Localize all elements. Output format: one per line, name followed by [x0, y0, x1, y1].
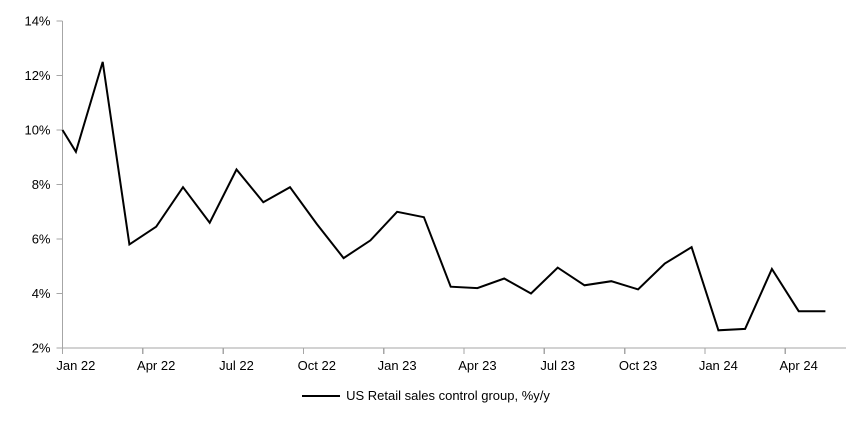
y-axis-tick-label: 12%	[24, 68, 50, 83]
x-axis-tick-label: Jan 23	[378, 358, 417, 373]
x-axis-tick-label: Jul 23	[540, 358, 575, 373]
x-axis-tick-label: Apr 23	[458, 358, 496, 373]
y-axis-tick-label: 2%	[32, 341, 51, 356]
retail-sales-series-line	[61, 61, 826, 332]
x-axis-tick-label: Jan 22	[56, 358, 95, 373]
y-axis-tick-label: 8%	[32, 177, 51, 192]
y-axis-tick-label: 4%	[32, 286, 51, 301]
legend-label: US Retail sales control group, %y/y	[346, 388, 550, 403]
x-axis-tick-label: Apr 22	[137, 358, 175, 373]
legend-line-sample	[302, 394, 341, 397]
x-axis-tick-label: Jan 24	[699, 358, 738, 373]
y-axis-tick-label: 6%	[32, 232, 51, 247]
x-axis-tick-label: Apr 24	[780, 358, 818, 373]
chart-legend: US Retail sales control group, %y/y	[0, 388, 852, 403]
x-axis-tick-label: Oct 23	[619, 358, 657, 373]
x-axis-tick-label: Jul 22	[219, 358, 254, 373]
y-axis-tick-label: 14%	[24, 14, 50, 29]
y-axis-tick-label: 10%	[24, 123, 50, 138]
x-axis-tick-label: Oct 22	[298, 358, 336, 373]
